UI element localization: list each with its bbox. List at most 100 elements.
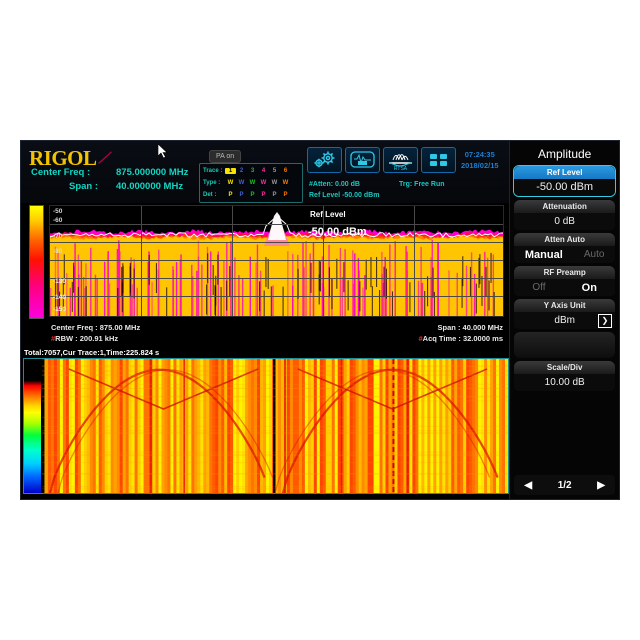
trace-det-1: P	[228, 192, 233, 198]
option-manual[interactable]: Manual	[524, 248, 563, 261]
softkey-ref-level[interactable]: Ref Level -50.00 dBm	[513, 165, 616, 197]
menu-pager[interactable]: ◀ 1/2 ▶	[514, 475, 615, 495]
trace-number-2[interactable]: 2	[239, 168, 244, 174]
trace-number-6[interactable]: 6	[283, 168, 288, 174]
menu-keys: Ref Level -50.00 dBm Attenuation 0 dB Atten …	[510, 165, 619, 391]
trace-det-2: P	[239, 192, 244, 198]
center-freq-label: Center Freq :	[31, 167, 91, 178]
pager-page: 1/2	[557, 479, 572, 491]
trigger-status: Trg: Free Run	[399, 181, 445, 188]
softkey-label: Scale/Div	[514, 361, 615, 374]
clock: 07:24:35 2018/02/15	[461, 149, 499, 171]
trace-number-3[interactable]: 3	[250, 168, 255, 174]
waterfall-panel[interactable]	[23, 358, 509, 494]
y-tick-10: -150	[53, 306, 67, 313]
header-bar: RIGOL ⟋ PA on Center Freq : 875.000000 MH…	[21, 141, 510, 203]
trace-type-4: W	[260, 180, 267, 186]
option-auto[interactable]: Auto	[583, 249, 605, 260]
info-acq-time: #Acq Time : 32.0000 ms	[419, 334, 504, 343]
trace-type-2: W	[238, 180, 245, 186]
waterfall-status: Total:7057,Cur Trace:1,Time:225.824 s	[21, 347, 511, 358]
pager-prev-icon[interactable]: ◀	[524, 479, 533, 491]
mouse-cursor-icon	[158, 144, 168, 159]
trace-row-label: Trace :	[203, 168, 223, 174]
trace-det-6: P	[283, 192, 288, 198]
softkey-toggle[interactable]: Off On	[514, 279, 615, 296]
waterfall-colorbar	[24, 359, 42, 493]
trace-number-5[interactable]: 5	[272, 168, 277, 174]
softkey-value[interactable]: -50.00 dBm	[514, 179, 615, 196]
softkey-label: Attenuation	[514, 200, 615, 213]
time-text: 07:24:35	[464, 150, 495, 159]
softkey-value[interactable]: 10.00 dB	[514, 374, 615, 391]
y-tick-2: -70	[53, 233, 63, 240]
det-row-label: Det :	[203, 192, 217, 198]
acq-hash: #	[418, 334, 423, 343]
date-text: 2018/02/15	[461, 161, 499, 170]
option-on[interactable]: On	[581, 281, 597, 294]
info-span: Span : 40.000 MHz	[437, 323, 503, 332]
softkey-attenuation[interactable]: Attenuation 0 dB	[514, 200, 615, 230]
softkey-atten-auto[interactable]: Atten Auto Manual Auto	[514, 233, 615, 263]
spectrum-plot[interactable]: -50 -60 -70 -80 -130 -140 -150 Ref Level…	[49, 205, 504, 317]
trace-type-3: W	[249, 180, 256, 186]
center-freq-value[interactable]: 875.000000 MHz	[116, 167, 189, 178]
softkey-rf-preamp[interactable]: RF Preamp Off On	[514, 266, 615, 296]
spectrum-panel: -50 -60 -70 -80 -130 -140 -150 Ref Level…	[21, 203, 511, 321]
softkey-value[interactable]: dBm ❯	[514, 312, 615, 329]
demod-icon[interactable]	[345, 147, 380, 173]
softkey-label: Y Axis Unit	[514, 299, 615, 312]
option-off[interactable]: Off	[532, 282, 546, 293]
softkey-label: RF Preamp	[514, 266, 615, 279]
spectrum-analyzer-screen: RIGOL ⟋ PA on Center Freq : 875.000000 MH…	[20, 140, 620, 500]
trace-det-3: P	[250, 192, 255, 198]
y-tick-1: -60	[53, 217, 63, 224]
softkey-y-axis-unit[interactable]: Y Axis Unit dBm ❯	[514, 299, 615, 329]
info-strip: Center Freq : 875.00 MHz Span : 40.000 M…	[21, 321, 511, 347]
spectrum-colorbar	[29, 205, 44, 319]
softkey-label: Atten Auto	[514, 233, 615, 246]
ref-level-annotation-value: -50.00 dBm	[308, 226, 367, 238]
trace-det-5: P	[272, 192, 277, 198]
acq-text: Acq Time : 32.0000 ms	[422, 334, 503, 343]
softkey-value[interactable]: 0 dB	[514, 213, 615, 230]
softkey-toggle[interactable]: Manual Auto	[514, 246, 615, 263]
atten-status: #Atten: 0.00 dB	[309, 181, 360, 188]
svg-text:RTSA: RTSA	[394, 166, 408, 172]
trace-number-1[interactable]: 1	[225, 168, 236, 174]
chevron-right-icon[interactable]: ❯	[598, 314, 612, 328]
y-tick-3: -80	[53, 248, 63, 255]
ref-level-status: Ref Level -50.00 dBm	[309, 192, 380, 199]
instrument-display: RIGOL ⟋ PA on Center Freq : 875.000000 MH…	[21, 141, 511, 499]
y-tick-0: -50	[53, 208, 63, 215]
span-value[interactable]: 40.000000 MHz	[116, 181, 184, 192]
pager-next-icon[interactable]: ▶	[597, 479, 605, 491]
gears-icon[interactable]	[307, 147, 342, 173]
info-rbw: #RBW : 200.91 kHz	[51, 334, 118, 343]
type-row-label: Type :	[203, 180, 221, 186]
menu-title: Amplitude	[537, 147, 592, 161]
trace-number-4[interactable]: 4	[261, 168, 266, 174]
trace-det-4: P	[261, 192, 266, 198]
rtsa-icon[interactable]: RTSA	[383, 147, 418, 173]
rbw-hash: #	[51, 334, 56, 343]
softkey-empty	[514, 332, 615, 358]
ref-level-annotation-label: Ref Level	[310, 210, 346, 219]
trace-type-5: W	[271, 180, 278, 186]
grid-icon[interactable]	[421, 147, 456, 173]
softkey-label: Ref Level	[514, 166, 615, 179]
softkey-scale-div[interactable]: Scale/Div 10.00 dB	[514, 361, 615, 391]
pa-on-button[interactable]: PA on	[209, 150, 242, 163]
info-center-freq: Center Freq : 875.00 MHz	[51, 323, 141, 332]
trace-type-6: W	[282, 180, 289, 186]
y-tick-9: -140	[53, 294, 67, 301]
waterfall-image[interactable]	[42, 359, 508, 493]
logo-mark: ⟋	[98, 150, 110, 167]
span-label: Span :	[69, 181, 99, 192]
y-tick-8: -130	[53, 278, 67, 285]
